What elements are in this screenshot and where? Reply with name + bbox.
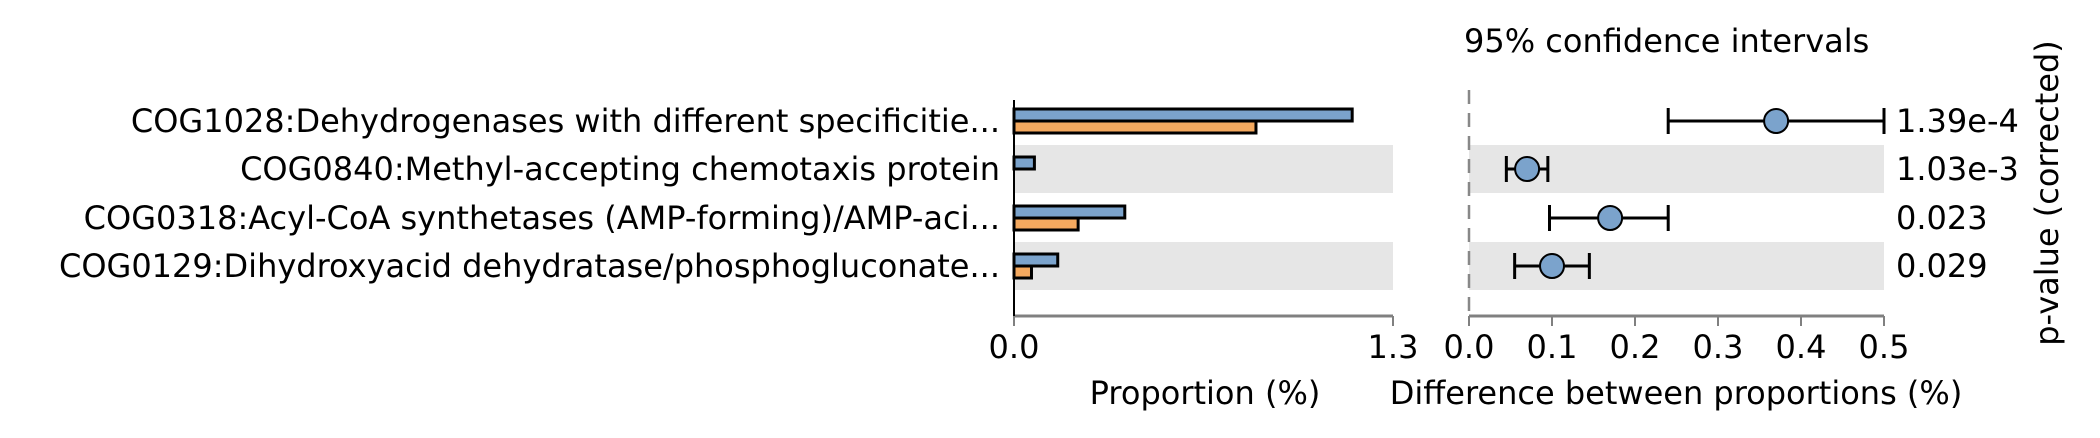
difference-tick-label: 0.2 bbox=[1610, 328, 1661, 366]
ci-point bbox=[1597, 205, 1624, 231]
proportion-bar-series-2 bbox=[1012, 119, 1258, 135]
p-value-label: 0.029 bbox=[1896, 247, 1988, 285]
p-values: 1.39e-4 1.03e-3 0.023 0.029 bbox=[1896, 102, 2019, 285]
proportion-bar-series-1 bbox=[1012, 252, 1060, 268]
proportion-bar-series-1 bbox=[1012, 155, 1036, 171]
proportion-bar-series-2 bbox=[1012, 216, 1080, 232]
proportion-bar-series-1 bbox=[1012, 204, 1127, 220]
difference-tick-label: 0.3 bbox=[1693, 328, 1744, 366]
proportion-x-axis-label: Proportion (%) bbox=[1090, 374, 1321, 412]
proportion-tick-label: 0.0 bbox=[989, 328, 1040, 366]
row-shading-layer bbox=[1014, 145, 1884, 290]
difference-tick-label: 0.1 bbox=[1527, 328, 1578, 366]
ci-point bbox=[1514, 156, 1541, 182]
ci-point bbox=[1539, 253, 1565, 279]
p-value-axis-label: p-value (corrected) bbox=[2028, 40, 2066, 346]
difference-tick-label: 0.5 bbox=[1859, 328, 1910, 366]
difference-tick-label: 0.0 bbox=[1444, 328, 1495, 366]
ci-panel-title: 95% confidence intervals bbox=[1464, 22, 1869, 60]
difference-x-axis-label: Difference between proportions (%) bbox=[1390, 374, 1963, 412]
proportion-bar-series-1 bbox=[1012, 107, 1354, 123]
p-value-label: 1.03e-3 bbox=[1896, 150, 2019, 188]
category-label: COG0318:Acyl-CoA synthetases (AMP-formin… bbox=[84, 199, 1000, 237]
proportion-row-shading bbox=[1014, 242, 1393, 290]
axis-ticks: 0.0 1.3 0.0 0.1 0.2 0.3 0.4 0.5 bbox=[989, 316, 1910, 366]
category-labels: COG1028:Dehydrogenases with different sp… bbox=[59, 102, 1000, 285]
category-label: COG1028:Dehydrogenases with different sp… bbox=[131, 102, 1000, 140]
category-label: COG0840:Methyl-accepting chemotaxis prot… bbox=[240, 150, 1000, 188]
confidence-intervals bbox=[1504, 108, 1886, 279]
proportion-tick-label: 1.3 bbox=[1368, 328, 1419, 366]
category-label: COG0129:Dihydroxyacid dehydratase/phosph… bbox=[59, 247, 1000, 285]
proportion-bar-series-2 bbox=[1012, 264, 1033, 280]
ci-point bbox=[1763, 108, 1790, 134]
proportion-row-shading bbox=[1014, 145, 1393, 193]
p-value-label: 1.39e-4 bbox=[1896, 102, 2019, 140]
p-value-label: 0.023 bbox=[1896, 199, 1988, 237]
difference-tick-label: 0.4 bbox=[1776, 328, 1827, 366]
